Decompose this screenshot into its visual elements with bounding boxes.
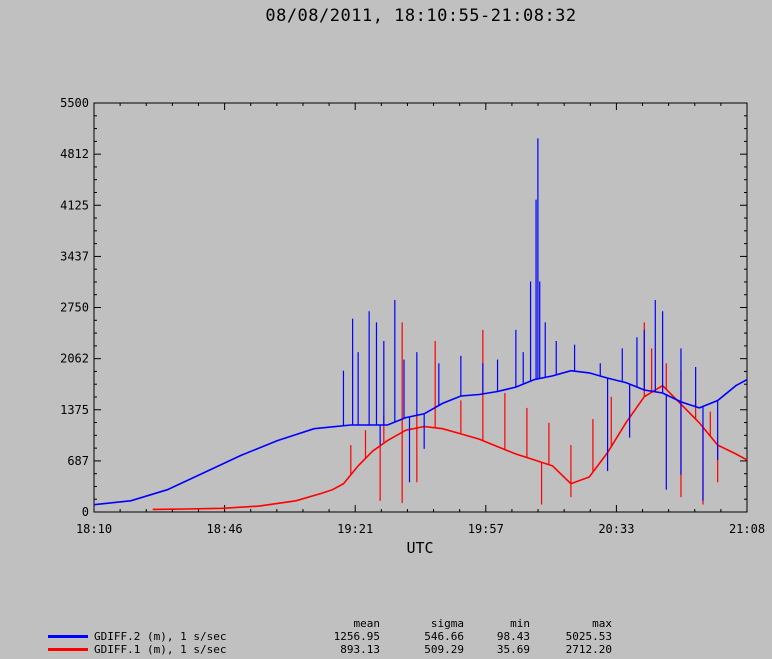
legend-header-mean: mean (353, 617, 381, 630)
y-tick-label: 2062 (60, 352, 89, 366)
legend-swatch-gdiff1 (48, 648, 88, 651)
series-layer (93, 138, 748, 511)
y-tick-label: 3437 (60, 249, 89, 263)
series-line (152, 384, 748, 511)
x-tick-label: 21:08 (729, 522, 765, 536)
legend-value-mean: 1256.95 (333, 630, 380, 643)
x-tick-label: 20:33 (598, 522, 634, 536)
x-axis-title: UTC (406, 539, 433, 557)
x-tick-label: 18:46 (207, 522, 243, 536)
legend-header-min: min (510, 617, 530, 630)
x-tick-label: 19:57 (468, 522, 504, 536)
legend-value-max: 5025.53 (565, 630, 612, 643)
y-tick-label: 2750 (60, 301, 89, 315)
legend-series-name: GDIFF.2 (m), 1 s/sec (94, 630, 227, 643)
y-axis: 0 687 1375 2062 2750 3437 4125 4812 5500 (60, 96, 747, 519)
y-tick-label: 4812 (60, 147, 89, 161)
x-tick-label: 19:21 (337, 522, 373, 536)
legend-value-min: 98.43 (496, 630, 530, 643)
legend-value-sigma: 509.29 (424, 643, 464, 656)
legend-value-mean: 893.13 (340, 643, 380, 656)
series-gdiff2 (93, 138, 748, 506)
series-line (93, 369, 748, 506)
x-axis: 18:10 18:46 19:21 19:57 20:33 21:08 (76, 103, 765, 536)
plot-area-frame (93, 102, 748, 513)
y-tick-label: 0 (82, 505, 89, 519)
legend-row-gdiff2: GDIFF.2 (m), 1 s/sec 1256.95 546.66 98.4… (46, 630, 626, 643)
legend-swatch-gdiff2 (48, 635, 88, 638)
legend-value-max: 2712.20 (565, 643, 612, 656)
legend-value-sigma: 546.66 (424, 630, 464, 643)
x-tick-label: 18:10 (76, 522, 112, 536)
series-gdiff1 (152, 322, 748, 511)
legend-header-max: max (592, 617, 612, 630)
y-tick-label: 5500 (60, 96, 89, 110)
legend-row-gdiff1: GDIFF.1 (m), 1 s/sec 893.13 509.29 35.69… (46, 643, 626, 656)
chart-title: 08/08/2011, 18:10:55-21:08:32 (265, 6, 577, 26)
legend-header-sigma: sigma (430, 617, 464, 630)
legend-series-name: GDIFF.1 (m), 1 s/sec (94, 643, 227, 656)
legend-header-row: mean sigma min max (46, 617, 626, 630)
y-tick-label: 1375 (60, 403, 89, 417)
y-tick-label: 687 (67, 454, 89, 468)
y-tick-label: 4125 (60, 198, 89, 212)
legend: mean sigma min max GDIFF.2 (m), 1 s/sec … (46, 617, 626, 656)
legend-value-min: 35.69 (496, 643, 530, 656)
